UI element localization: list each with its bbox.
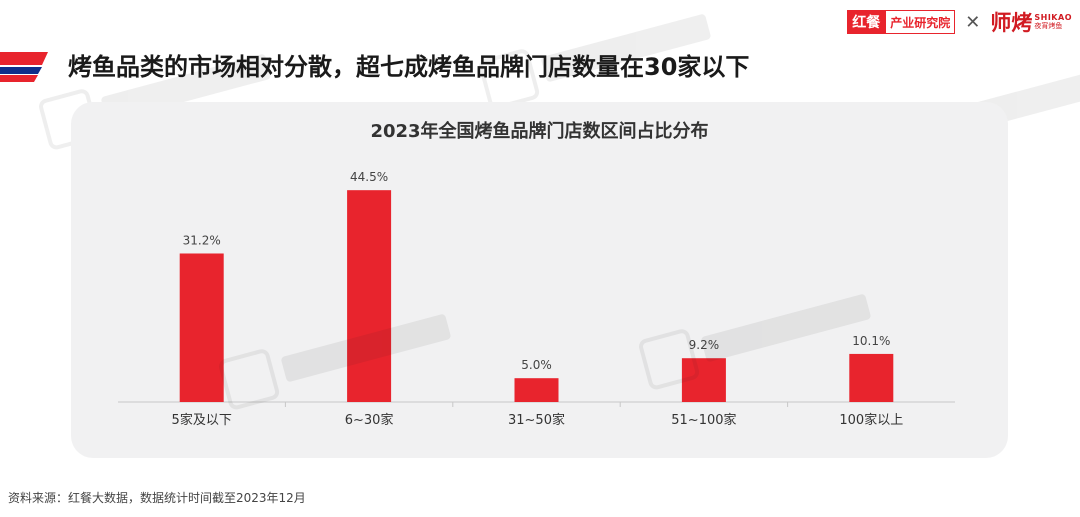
- data-label: 9.2%: [689, 338, 720, 352]
- bar-chart: 31.2% 5家及以下 44.5% 6~30家 5.0% 31~50家 9.2% 51~100…: [118, 170, 955, 428]
- close-icon: ✕: [965, 11, 981, 33]
- hongcan-logo-mark: 红餐: [847, 10, 886, 34]
- bar: [179, 253, 224, 402]
- hongcan-logo: 红餐 产业研究院: [847, 10, 956, 34]
- x-tick-label: 100家以上: [839, 412, 903, 428]
- data-label: 44.5%: [350, 170, 388, 184]
- chart-title: 2023年全国烤鱼品牌门店数区间占比分布: [370, 121, 709, 142]
- x-tick-label: 6~30家: [345, 412, 394, 428]
- bar: [849, 353, 894, 402]
- data-label: 31.2%: [183, 233, 221, 247]
- title-accent-icon: [0, 52, 48, 82]
- shikao-logo-mark: 师烤: [990, 10, 1033, 35]
- bar: [514, 378, 559, 402]
- shikao-logo-cn: 夜宵烤鱼: [1034, 21, 1063, 30]
- x-tick-label: 31~50家: [508, 412, 565, 428]
- hongcan-logo-text: 产业研究院: [885, 10, 956, 34]
- source-note: 资料来源：红餐大数据，数据统计时间截至2023年12月: [8, 491, 306, 505]
- bar: [347, 190, 392, 402]
- brand-logos: 红餐 产业研究院 ✕ 师烤 SHIKAO 夜宵烤鱼: [847, 8, 1072, 36]
- shikao-logo-en: SHIKAO: [1034, 13, 1072, 23]
- data-label: 5.0%: [521, 358, 552, 372]
- shikao-logo: 师烤 SHIKAO 夜宵烤鱼: [990, 7, 1072, 37]
- x-tick-label: 51~100家: [671, 412, 736, 428]
- chart-panel: 2023年全国烤鱼品牌门店数区间占比分布 31.2% 5家及以下 44.5% 6~30…: [71, 102, 1008, 458]
- bar: [681, 358, 726, 402]
- x-tick-label: 5家及以下: [172, 412, 232, 428]
- page-title: 烤鱼品类的市场相对分散，超七成烤鱼品牌门店数量在30家以下: [68, 53, 750, 81]
- shikao-logo-sub: SHIKAO 夜宵烤鱼: [1034, 13, 1072, 30]
- data-label: 10.1%: [852, 334, 890, 348]
